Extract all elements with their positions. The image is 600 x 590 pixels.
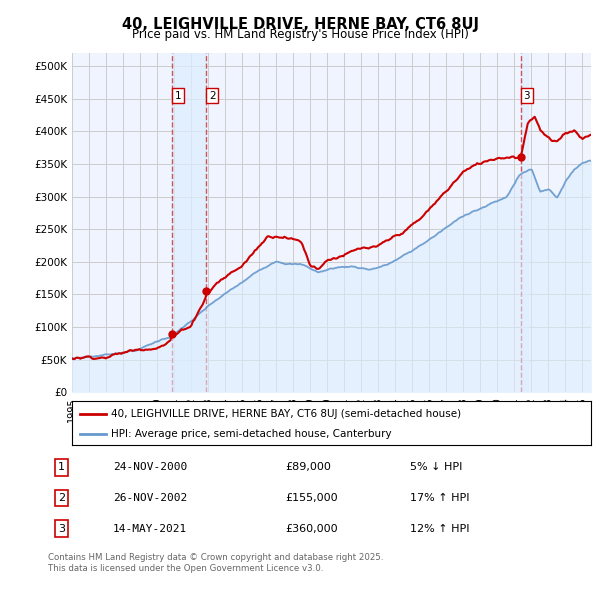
- Text: 40, LEIGHVILLE DRIVE, HERNE BAY, CT6 8UJ: 40, LEIGHVILLE DRIVE, HERNE BAY, CT6 8UJ: [121, 17, 479, 31]
- Text: 1: 1: [175, 90, 182, 100]
- Text: 3: 3: [58, 523, 65, 533]
- Bar: [521, 53, 527, 392]
- Text: 2: 2: [209, 90, 215, 100]
- Text: 14-MAY-2021: 14-MAY-2021: [113, 523, 187, 533]
- Bar: [172, 53, 206, 392]
- Text: 24-NOV-2000: 24-NOV-2000: [113, 463, 187, 473]
- Text: 3: 3: [523, 90, 530, 100]
- Text: 12% ↑ HPI: 12% ↑ HPI: [410, 523, 469, 533]
- Text: 2: 2: [58, 493, 65, 503]
- Text: £155,000: £155,000: [286, 493, 338, 503]
- Text: 1: 1: [58, 463, 65, 473]
- Text: Contains HM Land Registry data © Crown copyright and database right 2025.
This d: Contains HM Land Registry data © Crown c…: [48, 553, 383, 573]
- Text: 40, LEIGHVILLE DRIVE, HERNE BAY, CT6 8UJ (semi-detached house): 40, LEIGHVILLE DRIVE, HERNE BAY, CT6 8UJ…: [111, 409, 461, 418]
- Text: £89,000: £89,000: [286, 463, 331, 473]
- Text: Price paid vs. HM Land Registry's House Price Index (HPI): Price paid vs. HM Land Registry's House …: [131, 28, 469, 41]
- Text: 5% ↓ HPI: 5% ↓ HPI: [410, 463, 462, 473]
- Text: 26-NOV-2002: 26-NOV-2002: [113, 493, 187, 503]
- Text: HPI: Average price, semi-detached house, Canterbury: HPI: Average price, semi-detached house,…: [111, 430, 392, 440]
- Text: £360,000: £360,000: [286, 523, 338, 533]
- Text: 17% ↑ HPI: 17% ↑ HPI: [410, 493, 469, 503]
